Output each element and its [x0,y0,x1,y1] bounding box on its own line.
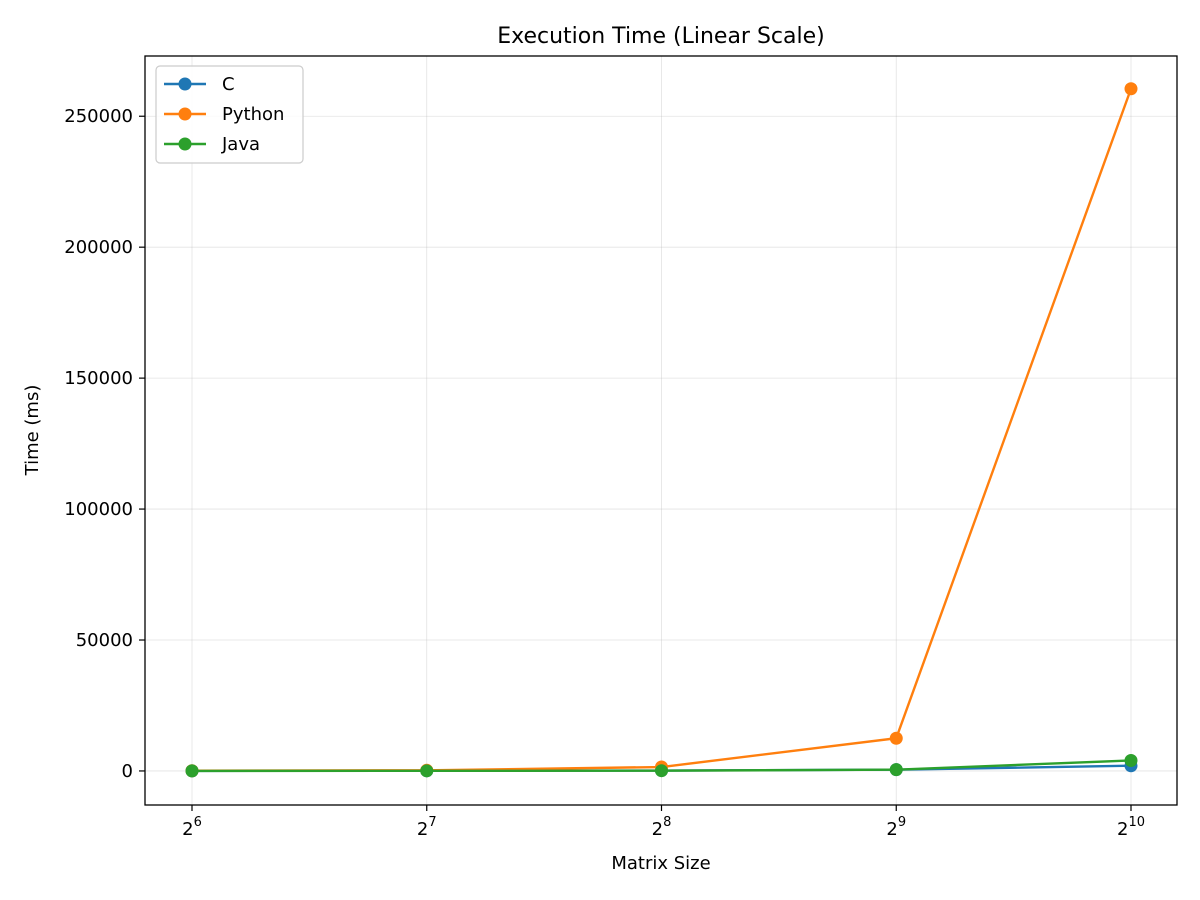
x-axis-label: Matrix Size [611,853,710,874]
legend-marker [178,137,192,151]
y-tick-label: 250000 [64,106,133,127]
data-point [889,731,903,745]
x-tick-exponent: 8 [663,815,671,830]
x-tick-exponent: 7 [428,815,436,830]
grid [145,56,1177,805]
data-point [889,763,903,777]
legend-item-python[interactable]: Python [164,104,284,125]
y-tick-label: 0 [122,761,133,782]
x-tick-label: 210 [1117,815,1145,840]
data-point [185,764,199,778]
y-axis-label: Time (ms) [22,385,43,477]
y-tick-label: 50000 [76,630,133,651]
legend-marker [178,107,192,121]
series-java [185,753,1138,778]
y-tick-label: 150000 [64,368,133,389]
data-point [655,764,668,778]
x-tick-label: 26 [182,815,202,840]
legend-marker [178,77,192,91]
legend-box [155,65,304,164]
legend-item-java[interactable]: Java [164,134,260,155]
x-tick-label: 27 [417,815,437,840]
legend-label: C [222,74,235,95]
legend-label: Python [222,104,284,125]
legend[interactable]: C Python Java [155,65,304,164]
x-tick-base: 2 [182,819,193,840]
legend-item-c[interactable]: C [164,74,235,95]
x-axis: 26 27 28 29 210 [182,805,1145,840]
x-tick-exponent: 10 [1128,815,1145,830]
legend-label: Java [221,134,260,155]
x-tick-exponent: 9 [898,815,906,830]
chart-title: Execution Time (Linear Scale) [497,24,825,49]
y-tick-label: 100000 [64,499,133,520]
x-tick-exponent: 6 [194,815,202,830]
x-tick-label: 29 [886,815,906,840]
y-tick-label: 200000 [64,237,133,258]
x-tick-base: 2 [652,819,663,840]
x-tick-base: 2 [1117,819,1128,840]
series-layer [185,82,1138,778]
data-point [420,764,434,778]
x-tick-base: 2 [417,819,428,840]
y-axis: 0 50000 100000 150000 200000 250000 [64,106,145,782]
x-tick-base: 2 [886,819,897,840]
data-point [1124,82,1138,96]
x-tick-label: 28 [652,815,672,840]
data-point [1124,753,1138,767]
